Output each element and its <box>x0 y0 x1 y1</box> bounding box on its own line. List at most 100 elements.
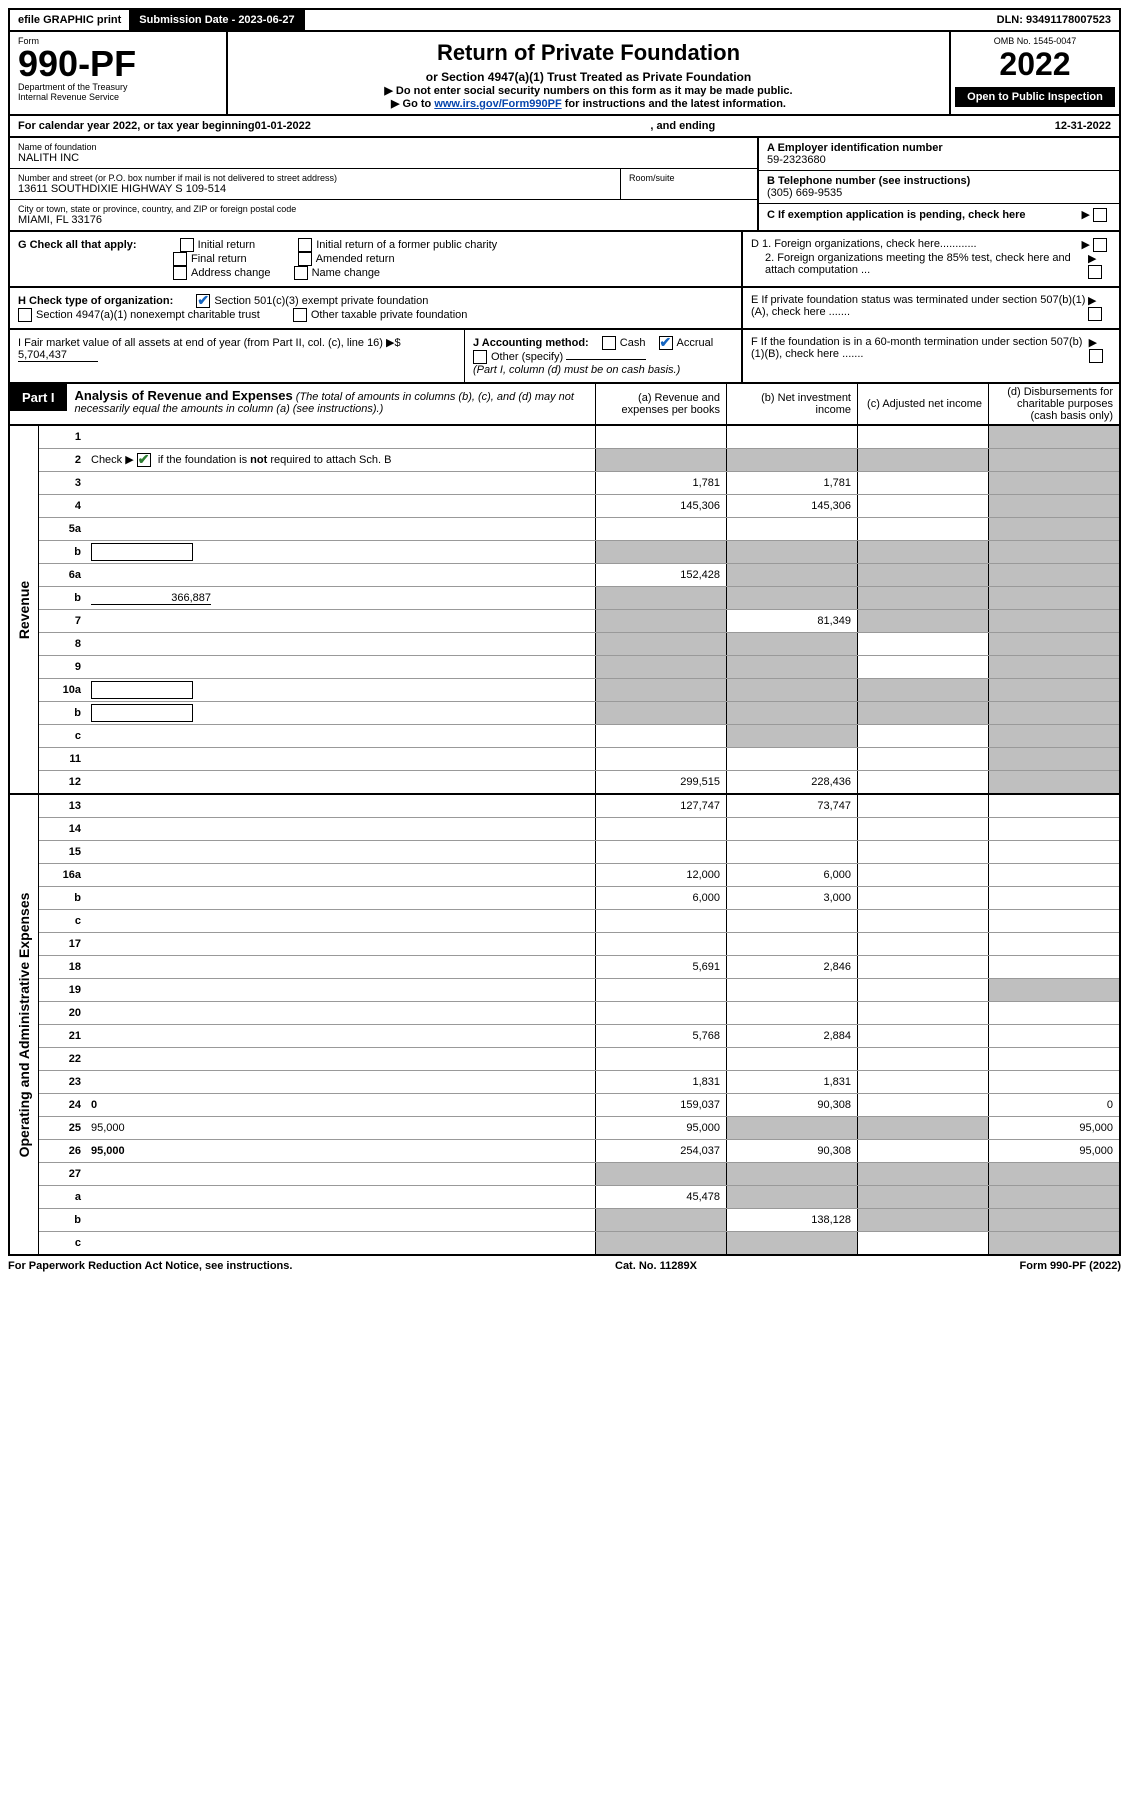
table-row: b138,128 <box>39 1209 1119 1232</box>
cell-c <box>857 818 988 840</box>
cell-a: 254,037 <box>595 1140 726 1162</box>
row-number: b <box>39 590 87 606</box>
cell-b <box>726 1232 857 1254</box>
cell-b: 3,000 <box>726 887 857 909</box>
cell-a: 5,768 <box>595 1025 726 1047</box>
d2-label: 2. Foreign organizations meeting the 85%… <box>765 252 1088 279</box>
cell-a: 12,000 <box>595 864 726 886</box>
row-desc: 366,887 <box>87 590 595 607</box>
g-opt-final[interactable]: Final return <box>173 253 247 265</box>
row-desc: 95,000 <box>87 1143 595 1159</box>
c-label: C If exemption application is pending, c… <box>767 209 1026 221</box>
row-number: b <box>39 890 87 906</box>
cell-a <box>595 656 726 678</box>
j-accrual[interactable]: Accrual <box>659 337 714 349</box>
part1-label: Part I <box>10 384 67 411</box>
table-row: 11 <box>39 748 1119 771</box>
j-other[interactable]: Other (specify) <box>473 351 563 363</box>
cell-d <box>988 472 1119 494</box>
cell-c <box>857 656 988 678</box>
section-e: E If private foundation status was termi… <box>741 288 1119 328</box>
form-number: 990-PF <box>18 46 218 82</box>
cell-a <box>595 748 726 770</box>
section-h: H Check type of organization: Section 50… <box>10 288 741 328</box>
cell-a <box>595 725 726 747</box>
cell-a <box>595 1209 726 1231</box>
cell-d <box>988 518 1119 540</box>
cell-b <box>726 1186 857 1208</box>
cell-c <box>857 1186 988 1208</box>
row-desc <box>87 665 595 669</box>
f-checkbox[interactable]: ▶ <box>1089 336 1111 376</box>
form990pf-link[interactable]: www.irs.gov/Form990PF <box>434 98 561 110</box>
form-subtitle: or Section 4947(a)(1) Trust Treated as P… <box>236 70 941 84</box>
cell-c <box>857 725 988 747</box>
cell-c <box>857 1117 988 1139</box>
cell-d <box>988 910 1119 932</box>
row-number: b <box>39 705 87 721</box>
cell-b: 138,128 <box>726 1209 857 1231</box>
cell-b <box>726 518 857 540</box>
cell-d <box>988 495 1119 517</box>
row-desc <box>87 1218 595 1222</box>
row-desc <box>87 827 595 831</box>
cell-a <box>595 818 726 840</box>
g-opt-address[interactable]: Address change <box>173 267 271 279</box>
cell-a <box>595 1048 726 1070</box>
cell-d <box>988 1025 1119 1047</box>
g-opt-initial-former[interactable]: Initial return of a former public charit… <box>298 239 497 251</box>
j-cash[interactable]: Cash <box>602 337 646 349</box>
row-desc <box>87 1011 595 1015</box>
cell-a <box>595 910 726 932</box>
section-ijf: I Fair market value of all assets at end… <box>8 330 1121 384</box>
h-opt1[interactable]: Section 501(c)(3) exempt private foundat… <box>196 295 428 307</box>
cell-d <box>988 1232 1119 1254</box>
row-number: 17 <box>39 936 87 952</box>
row-number: 11 <box>39 751 87 767</box>
cell-a <box>595 426 726 448</box>
row-desc <box>87 573 595 577</box>
row-desc <box>87 541 595 563</box>
g-opt-name[interactable]: Name change <box>294 267 381 279</box>
row-number: 10a <box>39 682 87 698</box>
table-row: 14 <box>39 818 1119 841</box>
row-desc <box>87 1034 595 1038</box>
c-checkbox[interactable]: ▶ <box>1081 208 1111 222</box>
cell-a <box>595 679 726 701</box>
row-desc: Check ▶ if the foundation is not require… <box>87 451 595 469</box>
cell-b <box>726 818 857 840</box>
dept-label: Department of the Treasury <box>18 82 218 92</box>
cell-a: 45,478 <box>595 1186 726 1208</box>
d2-checkbox[interactable]: ▶ <box>1088 252 1111 279</box>
row-number: b <box>39 544 87 560</box>
h-opt2[interactable]: Section 4947(a)(1) nonexempt charitable … <box>18 309 260 321</box>
cell-d <box>988 956 1119 978</box>
row-number: 7 <box>39 613 87 629</box>
cell-a: 145,306 <box>595 495 726 517</box>
cell-b: 81,349 <box>726 610 857 632</box>
h-opt3[interactable]: Other taxable private foundation <box>293 309 468 321</box>
cell-c <box>857 887 988 909</box>
cell-a <box>595 587 726 609</box>
cell-d: 95,000 <box>988 1117 1119 1139</box>
row-desc <box>87 873 595 877</box>
d1-checkbox[interactable]: ▶ <box>1081 238 1111 252</box>
section-i: I Fair market value of all assets at end… <box>10 330 464 382</box>
e-checkbox[interactable]: ▶ <box>1088 294 1111 322</box>
irs-label: Internal Revenue Service <box>18 92 218 102</box>
footer-right: Form 990-PF (2022) <box>1020 1260 1121 1272</box>
row-number: 12 <box>39 774 87 790</box>
row-desc <box>87 896 595 900</box>
section-g-d: G Check all that apply: Initial return I… <box>8 232 1121 288</box>
table-row: 5a <box>39 518 1119 541</box>
row-desc <box>87 481 595 485</box>
g-opt-initial[interactable]: Initial return <box>180 239 255 251</box>
g-opt-amended[interactable]: Amended return <box>298 253 395 265</box>
form-title: Return of Private Foundation <box>236 40 941 66</box>
cell-d <box>988 1163 1119 1185</box>
cell-d <box>988 933 1119 955</box>
table-row: 215,7682,884 <box>39 1025 1119 1048</box>
cell-d <box>988 633 1119 655</box>
table-row: 27 <box>39 1163 1119 1186</box>
table-row: b <box>39 541 1119 564</box>
